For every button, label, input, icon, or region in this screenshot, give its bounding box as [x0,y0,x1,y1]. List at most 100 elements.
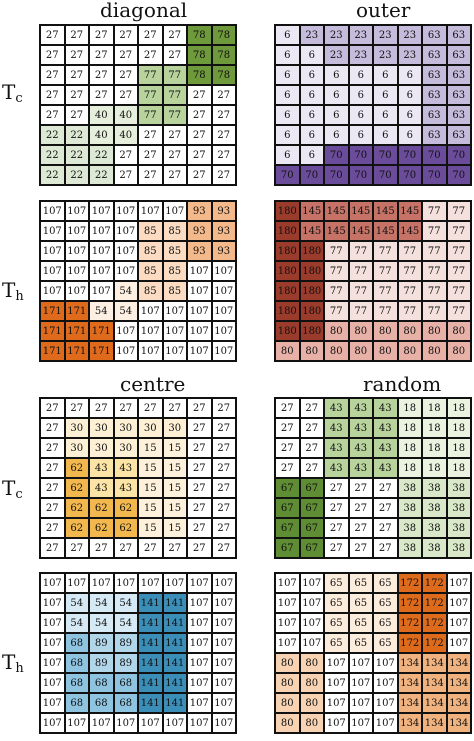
grid-cell: 80 [275,653,300,673]
grid-cell: 107 [40,693,65,713]
grid-cell: 27 [162,145,187,165]
grid-cell: 23 [348,45,373,65]
grid-cell: 107 [89,201,114,221]
grid-cell: 172 [397,593,422,613]
grid-cell: 6 [275,125,300,145]
grid-cell: 67 [275,538,300,558]
grid-cell: 6 [348,105,373,125]
grid-cell: 107 [113,221,138,241]
grid-cell: 89 [89,633,114,653]
grid-cell: 107 [89,573,114,593]
grid-cell: 68 [64,633,89,653]
grid-cell: 107 [40,653,65,673]
grid-cell: 107 [40,593,65,613]
grid-cell: 107 [138,573,163,593]
grid-cell: 85 [162,261,187,281]
grid-cell: 68 [89,673,114,693]
grid-cell: 77 [446,261,471,281]
grid-cell: 145 [299,201,324,221]
grid-cell: 107 [40,633,65,653]
grid-cell: 38 [422,538,447,558]
grid-cell: 43 [373,438,398,458]
grid-cell: 107 [211,613,236,633]
grid-cell: 134 [446,673,471,693]
grid-cell: 85 [138,261,163,281]
grid-cell: 43 [89,478,114,498]
grid-cell: 27 [138,125,163,145]
grid-cell: 43 [324,438,349,458]
grid-cell: 6 [348,65,373,85]
grid-cell: 107 [138,713,163,733]
grid-cell: 107 [446,633,471,653]
grid-cell: 93 [211,241,236,261]
grid-cell: 27 [211,478,236,498]
grid-cell: 107 [138,341,163,361]
grid-cell: 67 [275,518,300,538]
grid-cell: 54 [89,613,114,633]
grid-cell: 80 [397,341,422,361]
grid-cell: 80 [275,341,300,361]
grid-cell: 27 [113,398,138,418]
grid-cell: 27 [211,165,236,185]
grid-cell: 77 [162,85,187,105]
grid-cell: 141 [162,673,187,693]
grid-cell: 27 [138,398,163,418]
grid-cell: 27 [40,518,65,538]
grid-cell: 43 [113,458,138,478]
grid-cell: 40 [113,125,138,145]
grid-cell: 70 [446,165,471,185]
grid-cell: 22 [64,145,89,165]
grid-cell: 27 [138,145,163,165]
grid-cell: 107 [64,573,89,593]
grid-cell: 6 [373,125,398,145]
grid-cell: 107 [89,713,114,733]
grid-cell: 65 [324,633,349,653]
grid-cell: 27 [64,105,89,125]
grid-cell: 145 [373,221,398,241]
grid-cell: 43 [324,398,349,418]
grid-cell: 30 [138,418,163,438]
grid-cell: 134 [446,713,471,733]
grid-cell: 63 [422,25,447,45]
grid-cell: 180 [275,281,300,301]
grid-cell: 30 [162,418,187,438]
grid-cell: 107 [64,221,89,241]
grid-cell: 77 [422,241,447,261]
grid-cell: 27 [211,105,236,125]
grid-cell: 107 [40,673,65,693]
grid-cell: 80 [299,341,324,361]
grid-cell: 65 [348,633,373,653]
grid-cell: 107 [299,613,324,633]
grid-cell: 77 [422,281,447,301]
grid-cell: 6 [299,145,324,165]
grid-cell: 38 [397,498,422,518]
grid-cell: 70 [373,165,398,185]
grid-cell: 107 [40,613,65,633]
grid-cell: 6 [373,105,398,125]
grid-cell: 107 [211,693,236,713]
grid-cell: 78 [211,45,236,65]
grid-cell: 27 [113,85,138,105]
grid-cell: 107 [299,573,324,593]
grid-cell: 30 [64,418,89,438]
grid-cell: 80 [324,341,349,361]
grid-cell: 27 [89,398,114,418]
grid-cell: 22 [64,165,89,185]
grid-cell: 93 [187,241,212,261]
grid-cell: 180 [299,281,324,301]
grid-cell: 27 [373,538,398,558]
grid-cell: 172 [397,633,422,653]
grid-cell: 27 [187,145,212,165]
grid-cell: 107 [348,653,373,673]
grid-cell: 18 [422,458,447,478]
grid-cell: 6 [299,65,324,85]
grid-cell: 107 [162,341,187,361]
grid-cell: 78 [187,25,212,45]
grid-cell: 27 [211,438,236,458]
grid-cell: 15 [162,498,187,518]
grid-cell: 6 [275,105,300,125]
grid-diagonal-tc: 27 27 27 27 27 27 78 78 27 27 27 27 27 27 78 78 27 27 27 27… [39,24,237,186]
grid-cell: 107 [187,713,212,733]
grid-cell: 62 [113,518,138,538]
grid-cell: 65 [373,593,398,613]
